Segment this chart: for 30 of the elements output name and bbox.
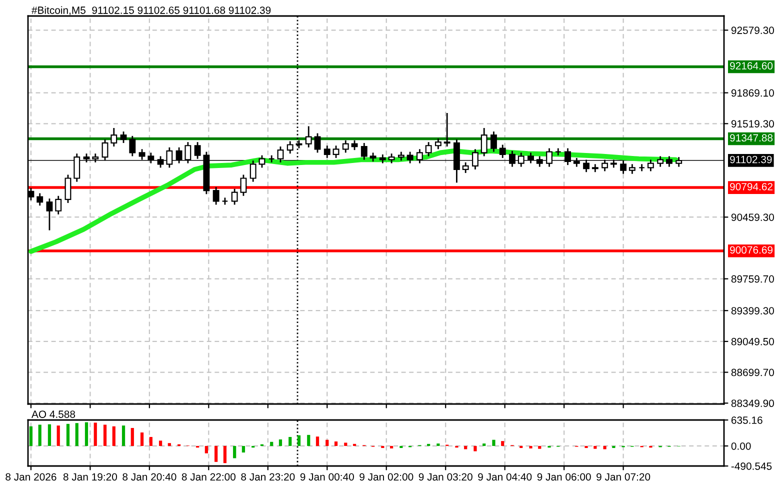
y-tick-label: 0.00: [731, 442, 751, 450]
y-tick-label: 91519.30: [731, 120, 774, 128]
x-tick-label: 9 Jan 03:20: [418, 473, 472, 481]
y-tick-label: 88699.70: [731, 368, 774, 376]
y-tick-label: -490.545: [731, 462, 772, 470]
x-tick-label: 8 Jan 23:20: [241, 473, 295, 481]
chart-title: #Bitcoin,M5 91102.15 91102.65 91101.68 91102.39: [32, 6, 271, 16]
ref-line-label: 91102.39: [730, 156, 772, 164]
x-tick-label: 8 Jan 2026: [6, 473, 56, 481]
x-tick-label: 8 Jan 22:00: [182, 473, 236, 481]
y-tick-label: 635.16: [731, 416, 762, 424]
y-tick-label: 91869.10: [731, 89, 774, 97]
x-tick-label: 9 Jan 06:00: [537, 473, 591, 481]
ref-line-label: 92164.60: [730, 62, 773, 70]
x-tick-label: 9 Jan 00:40: [300, 473, 354, 481]
x-tick-label: 9 Jan 02:00: [360, 473, 414, 481]
x-tick-label: 8 Jan 20:40: [122, 473, 176, 481]
y-tick-label: 89759.70: [731, 275, 774, 283]
y-tick-label: 88349.90: [731, 400, 774, 408]
x-tick-label: 9 Jan 07:20: [596, 473, 650, 481]
y-tick-label: 89399.30: [731, 307, 774, 314]
x-tick-label: 9 Jan 04:40: [478, 473, 532, 481]
chart-title: AO 4.588: [32, 410, 76, 418]
x-tick-label: 8 Jan 19:20: [63, 473, 118, 481]
ref-line-label: 91347.88: [730, 134, 773, 142]
ref-line-label: 90794.62: [730, 182, 772, 190]
ref-line-label: 90076.69: [730, 246, 773, 254]
y-tick-label: 90459.30: [731, 214, 774, 221]
y-tick-label: 89049.50: [731, 338, 774, 346]
y-tick-label: 92579.30: [731, 26, 774, 34]
